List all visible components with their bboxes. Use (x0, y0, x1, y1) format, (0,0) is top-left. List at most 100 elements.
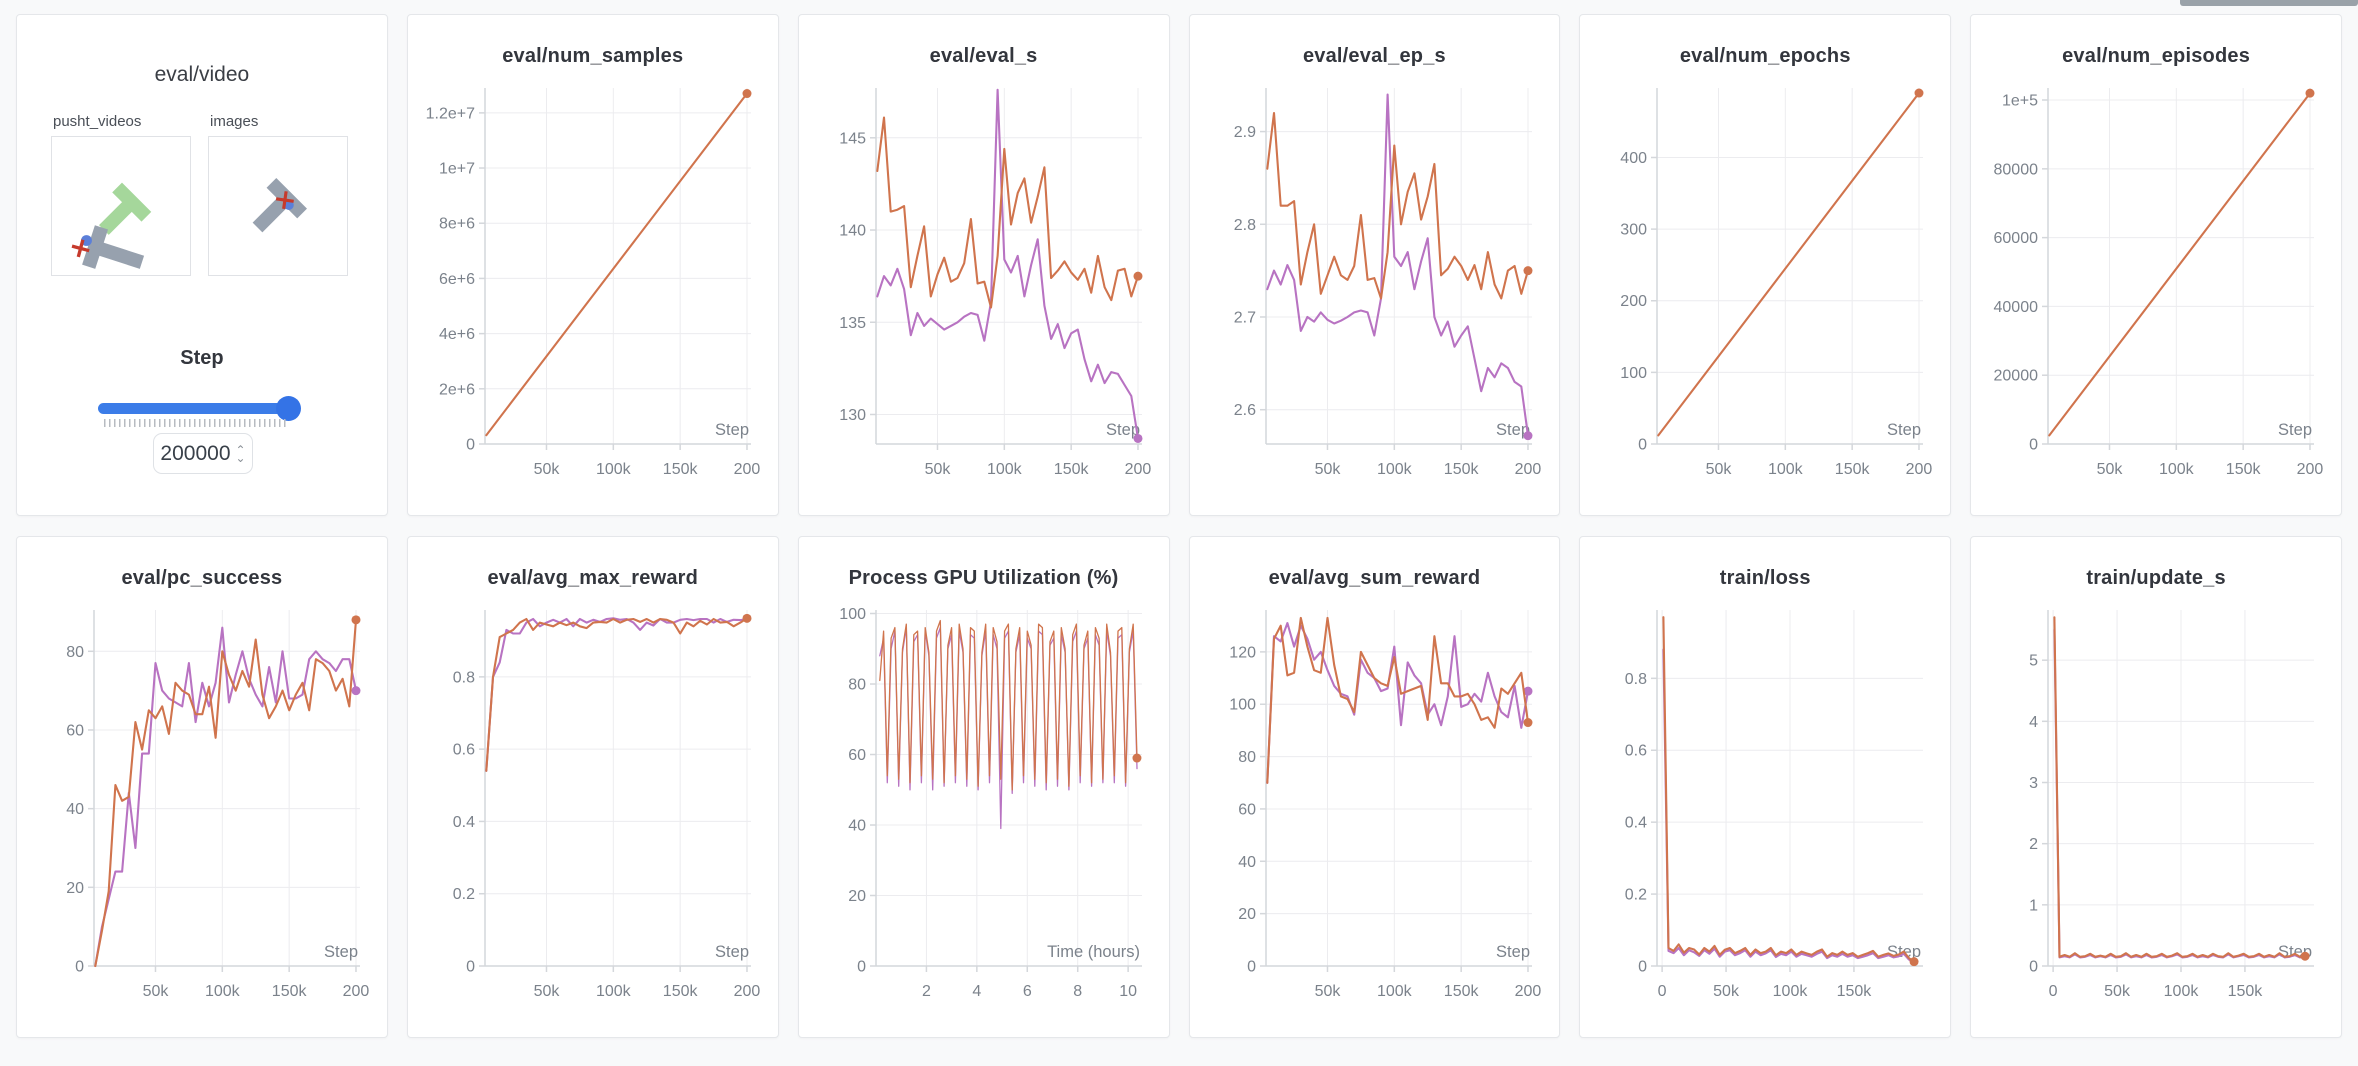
panel-eval-num-episodes: eval/num_episodes 0 20000 40000 60000 80000 1… (1970, 14, 2342, 516)
svg-text:200: 200 (733, 983, 760, 1000)
svg-text:0.4: 0.4 (1625, 815, 1647, 832)
svg-text:Step: Step (324, 943, 358, 961)
svg-text:0.6: 0.6 (1625, 743, 1647, 760)
number-stepper: ⌃ ⌄ (235, 442, 246, 465)
svg-text:100k: 100k (987, 461, 1023, 478)
svg-text:100k: 100k (2164, 983, 2200, 1000)
svg-text:20: 20 (848, 888, 866, 905)
svg-text:100k: 100k (2159, 461, 2195, 478)
panel-eval-eval-s: eval/eval_s 130 135 140 145 50k 100k 150k 200 St… (797, 14, 1170, 516)
svg-text:150k: 150k (1053, 461, 1089, 478)
svg-text:150k: 150k (1444, 983, 1480, 1000)
svg-text:60000: 60000 (1994, 230, 2039, 247)
chart-title: eval/avg_max_reward (487, 567, 699, 589)
panel-title: eval/video (154, 63, 250, 86)
eval-num-epochs-chart[interactable]: 0 100 200 300 400 50k 100k 150k 200 Step (1595, 72, 1935, 508)
eval-eval-s-chart[interactable]: 130 135 140 145 50k 100k 150k 200 Step (814, 72, 1154, 508)
svg-text:20: 20 (1239, 906, 1257, 923)
svg-text:2.9: 2.9 (1234, 124, 1256, 141)
chart-title: eval/avg_sum_reward (1268, 567, 1481, 589)
svg-text:80: 80 (66, 644, 84, 661)
step-value[interactable]: 200000 (160, 441, 231, 465)
svg-text:100: 100 (1621, 365, 1648, 382)
eval-num-episodes-chart[interactable]: 0 20000 40000 60000 80000 1e+5 50k 100k 150k 200 S… (1986, 72, 2326, 508)
panel-eval-avg-sum-reward: eval/avg_sum_reward 0 20 40 60 80 100 120 50k 10… (1188, 536, 1561, 1038)
eval-pc-success-chart[interactable]: 0 20 40 60 80 50k 100k 150k 200 Step (32, 594, 372, 1030)
panel-train-loss: train/loss 0 0.2 0.4 0.6 0.8 0 50k 100k 150k Step (1579, 536, 1952, 1038)
svg-text:2e+6: 2e+6 (439, 381, 475, 398)
svg-text:100k: 100k (1773, 983, 1809, 1000)
svg-text:300: 300 (1621, 222, 1648, 239)
svg-text:135: 135 (839, 315, 866, 332)
svg-text:40: 40 (848, 818, 866, 835)
green-t-shape (98, 182, 152, 235)
svg-text:100k: 100k (1377, 983, 1413, 1000)
svg-text:40: 40 (1239, 854, 1257, 871)
svg-text:50k: 50k (533, 983, 560, 1000)
eval-avg-sum-reward-chart[interactable]: 0 20 40 60 80 100 120 50k 100k 150k 200 Step (1204, 594, 1544, 1030)
svg-text:4: 4 (2029, 714, 2038, 731)
eval-eval-ep-s-chart[interactable]: 2.6 2.7 2.8 2.9 50k 100k 150k 200 Step (1204, 72, 1544, 508)
panel-process-gpu-utilization: Process GPU Utilization (%) 0 20 40 60 80 100… (797, 536, 1170, 1038)
svg-text:100k: 100k (596, 461, 632, 478)
svg-text:40: 40 (66, 801, 84, 818)
svg-text:150k: 150k (1444, 461, 1480, 478)
svg-text:2.7: 2.7 (1234, 309, 1256, 326)
chart-title: eval/num_samples (502, 45, 684, 67)
svg-text:200: 200 (1621, 293, 1648, 310)
svg-text:0.4: 0.4 (452, 814, 474, 831)
svg-text:0.2: 0.2 (452, 886, 474, 903)
svg-text:50k: 50k (533, 461, 560, 478)
svg-text:2.8: 2.8 (1234, 217, 1256, 234)
svg-text:0.8: 0.8 (452, 669, 474, 686)
eval-num-samples-chart[interactable]: 0 2e+6 4e+6 6e+6 8e+6 1e+7 1.2e+7 50k 100k 150k 20… (423, 72, 763, 508)
svg-text:1e+5: 1e+5 (2002, 93, 2038, 110)
svg-text:50k: 50k (2104, 983, 2131, 1000)
svg-text:0: 0 (1638, 959, 1647, 976)
eval-avg-max-reward-chart[interactable]: 0 0.2 0.4 0.6 0.8 50k 100k 150k 200 Step (423, 594, 763, 1030)
media-thumbnail-images[interactable] (208, 136, 348, 276)
svg-text:0.6: 0.6 (452, 742, 474, 759)
svg-text:Step: Step (715, 943, 749, 961)
svg-text:50k: 50k (1315, 461, 1342, 478)
media-label-pusht-videos: pusht_videos (53, 113, 142, 130)
panel-eval-pc-success: eval/pc_success 0 20 40 60 80 50k 100k 150k 200 S… (16, 536, 388, 1038)
svg-text:0: 0 (2029, 959, 2038, 976)
panel-eval-num-epochs: eval/num_epochs 0 100 200 300 400 50k 100k 150k… (1579, 14, 1952, 516)
process-gpu-utilization-chart[interactable]: 0 20 40 60 80 100 2 4 6 8 10 Time (hours) (814, 594, 1154, 1030)
svg-text:1e+7: 1e+7 (439, 161, 475, 178)
horizontal-scrollbar-thumb[interactable] (2180, 0, 2358, 6)
step-number-input[interactable]: 200000 ⌃ ⌄ (153, 433, 253, 474)
svg-text:100k: 100k (596, 983, 632, 1000)
svg-text:200: 200 (1124, 461, 1151, 478)
svg-text:50k: 50k (1713, 983, 1740, 1000)
media-thumbnail-pusht-videos[interactable] (51, 136, 191, 276)
stepper-down-icon[interactable]: ⌄ (235, 450, 246, 465)
svg-text:4e+6: 4e+6 (439, 326, 475, 343)
step-slider-track[interactable] (98, 396, 301, 421)
svg-text:0.8: 0.8 (1625, 671, 1647, 688)
svg-text:120: 120 (1230, 644, 1257, 661)
svg-text:100: 100 (1230, 697, 1257, 714)
svg-text:20: 20 (66, 880, 84, 897)
svg-text:100: 100 (839, 606, 866, 623)
stepper-up-icon[interactable]: ⌃ (235, 442, 246, 457)
svg-text:10: 10 (1119, 983, 1137, 1000)
agent-dot (81, 235, 92, 246)
svg-text:0: 0 (857, 959, 866, 976)
svg-text:50k: 50k (142, 983, 169, 1000)
chart-title: eval/pc_success (121, 567, 283, 589)
svg-text:1.2e+7: 1.2e+7 (425, 105, 474, 122)
svg-text:0: 0 (466, 437, 475, 454)
media-label-images: images (210, 113, 259, 130)
chart-title: eval/num_episodes (2062, 45, 2251, 67)
chart-title: eval/num_epochs (1679, 45, 1851, 67)
step-slider-thumb[interactable] (276, 396, 301, 421)
svg-text:50k: 50k (1706, 461, 1733, 478)
svg-text:150k: 150k (663, 461, 699, 478)
svg-text:60: 60 (848, 747, 866, 764)
svg-text:200: 200 (1515, 461, 1542, 478)
panel-eval-video: eval/video pusht_videos images (16, 14, 388, 516)
